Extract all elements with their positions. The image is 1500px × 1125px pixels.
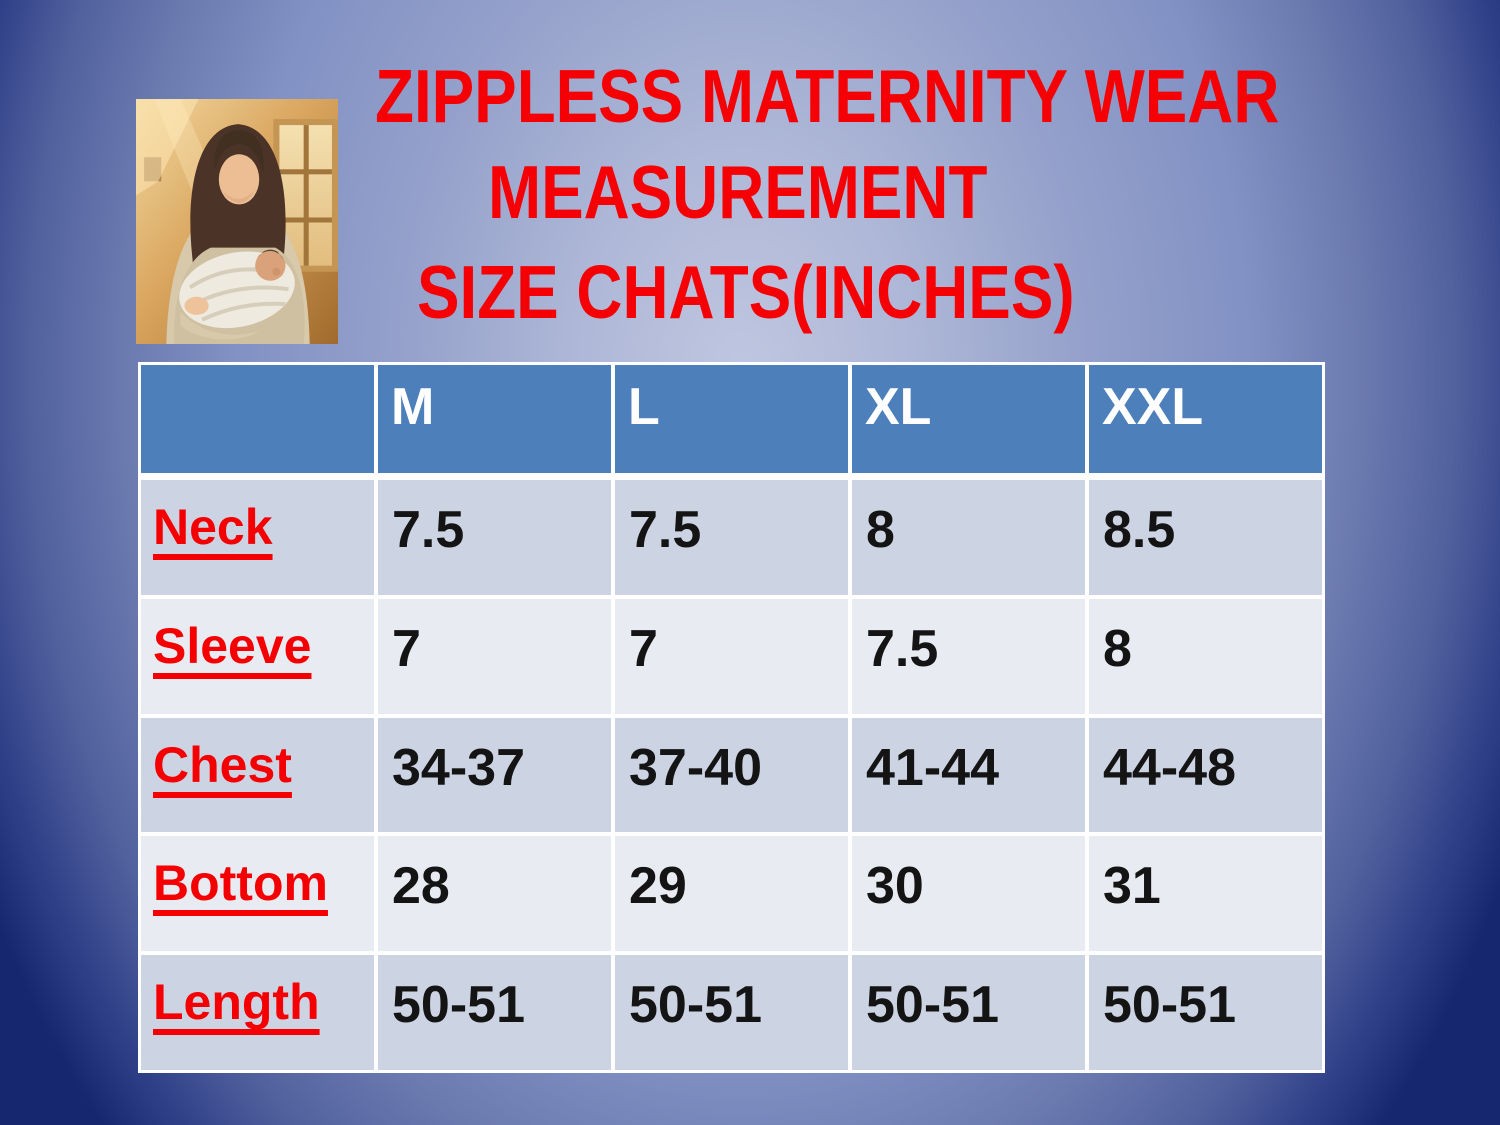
size-value-chest-l: 37-40	[615, 717, 848, 833]
size-value-length-m: 50-51	[378, 955, 611, 1070]
size-value-neck-xxl: 8.5	[1089, 480, 1322, 595]
size-value-sleeve-xl: 7.5	[852, 598, 1085, 714]
size-value-sleeve-m: 7	[378, 598, 611, 714]
column-header-l: L	[615, 365, 848, 473]
mother-baby-illustration	[136, 99, 338, 344]
title-line-3: SIZE CHATS(INCHES)	[417, 250, 1075, 334]
row-label-bottom: Bottom	[141, 836, 374, 952]
size-value-sleeve-l: 7	[615, 598, 848, 714]
size-value-length-xxl: 50-51	[1089, 955, 1322, 1070]
column-header-blank	[141, 365, 374, 473]
size-value-chest-xl: 41-44	[852, 717, 1085, 833]
size-value-length-l: 50-51	[615, 955, 848, 1070]
mother-face	[218, 154, 260, 205]
size-chart-table: M L XL XXL Neck 7.5 7.5 8 8.5 Sleeve 7 7…	[138, 362, 1325, 1073]
row-label-chest: Chest	[141, 717, 374, 833]
size-value-bottom-xl: 30	[852, 836, 1085, 952]
size-value-bottom-m: 28	[378, 836, 611, 952]
column-header-m: M	[378, 365, 611, 473]
title-line-1: ZIPPLESS MATERNITY WEAR	[375, 54, 1280, 138]
swaddled-baby	[174, 247, 305, 344]
mother-baby-photo	[136, 99, 338, 344]
size-value-neck-xl: 8	[852, 480, 1085, 595]
window	[273, 119, 338, 272]
size-value-neck-l: 7.5	[615, 480, 848, 595]
column-header-xxl: XXL	[1089, 365, 1322, 473]
row-label-sleeve: Sleeve	[141, 598, 374, 714]
row-label-length: Length	[141, 955, 374, 1070]
light-ray	[136, 99, 199, 196]
size-value-length-xl: 50-51	[852, 955, 1085, 1070]
size-value-sleeve-xxl: 8	[1089, 598, 1322, 714]
size-value-chest-m: 34-37	[378, 717, 611, 833]
size-value-bottom-l: 29	[615, 836, 848, 952]
row-label-neck: Neck	[141, 480, 374, 595]
mother-hand	[184, 296, 209, 315]
size-value-neck-m: 7.5	[378, 480, 611, 595]
column-header-xl: XL	[852, 365, 1085, 473]
size-value-bottom-xxl: 31	[1089, 836, 1322, 952]
size-value-chest-xxl: 44-48	[1089, 717, 1322, 833]
title-line-2: MEASUREMENT	[488, 150, 988, 234]
